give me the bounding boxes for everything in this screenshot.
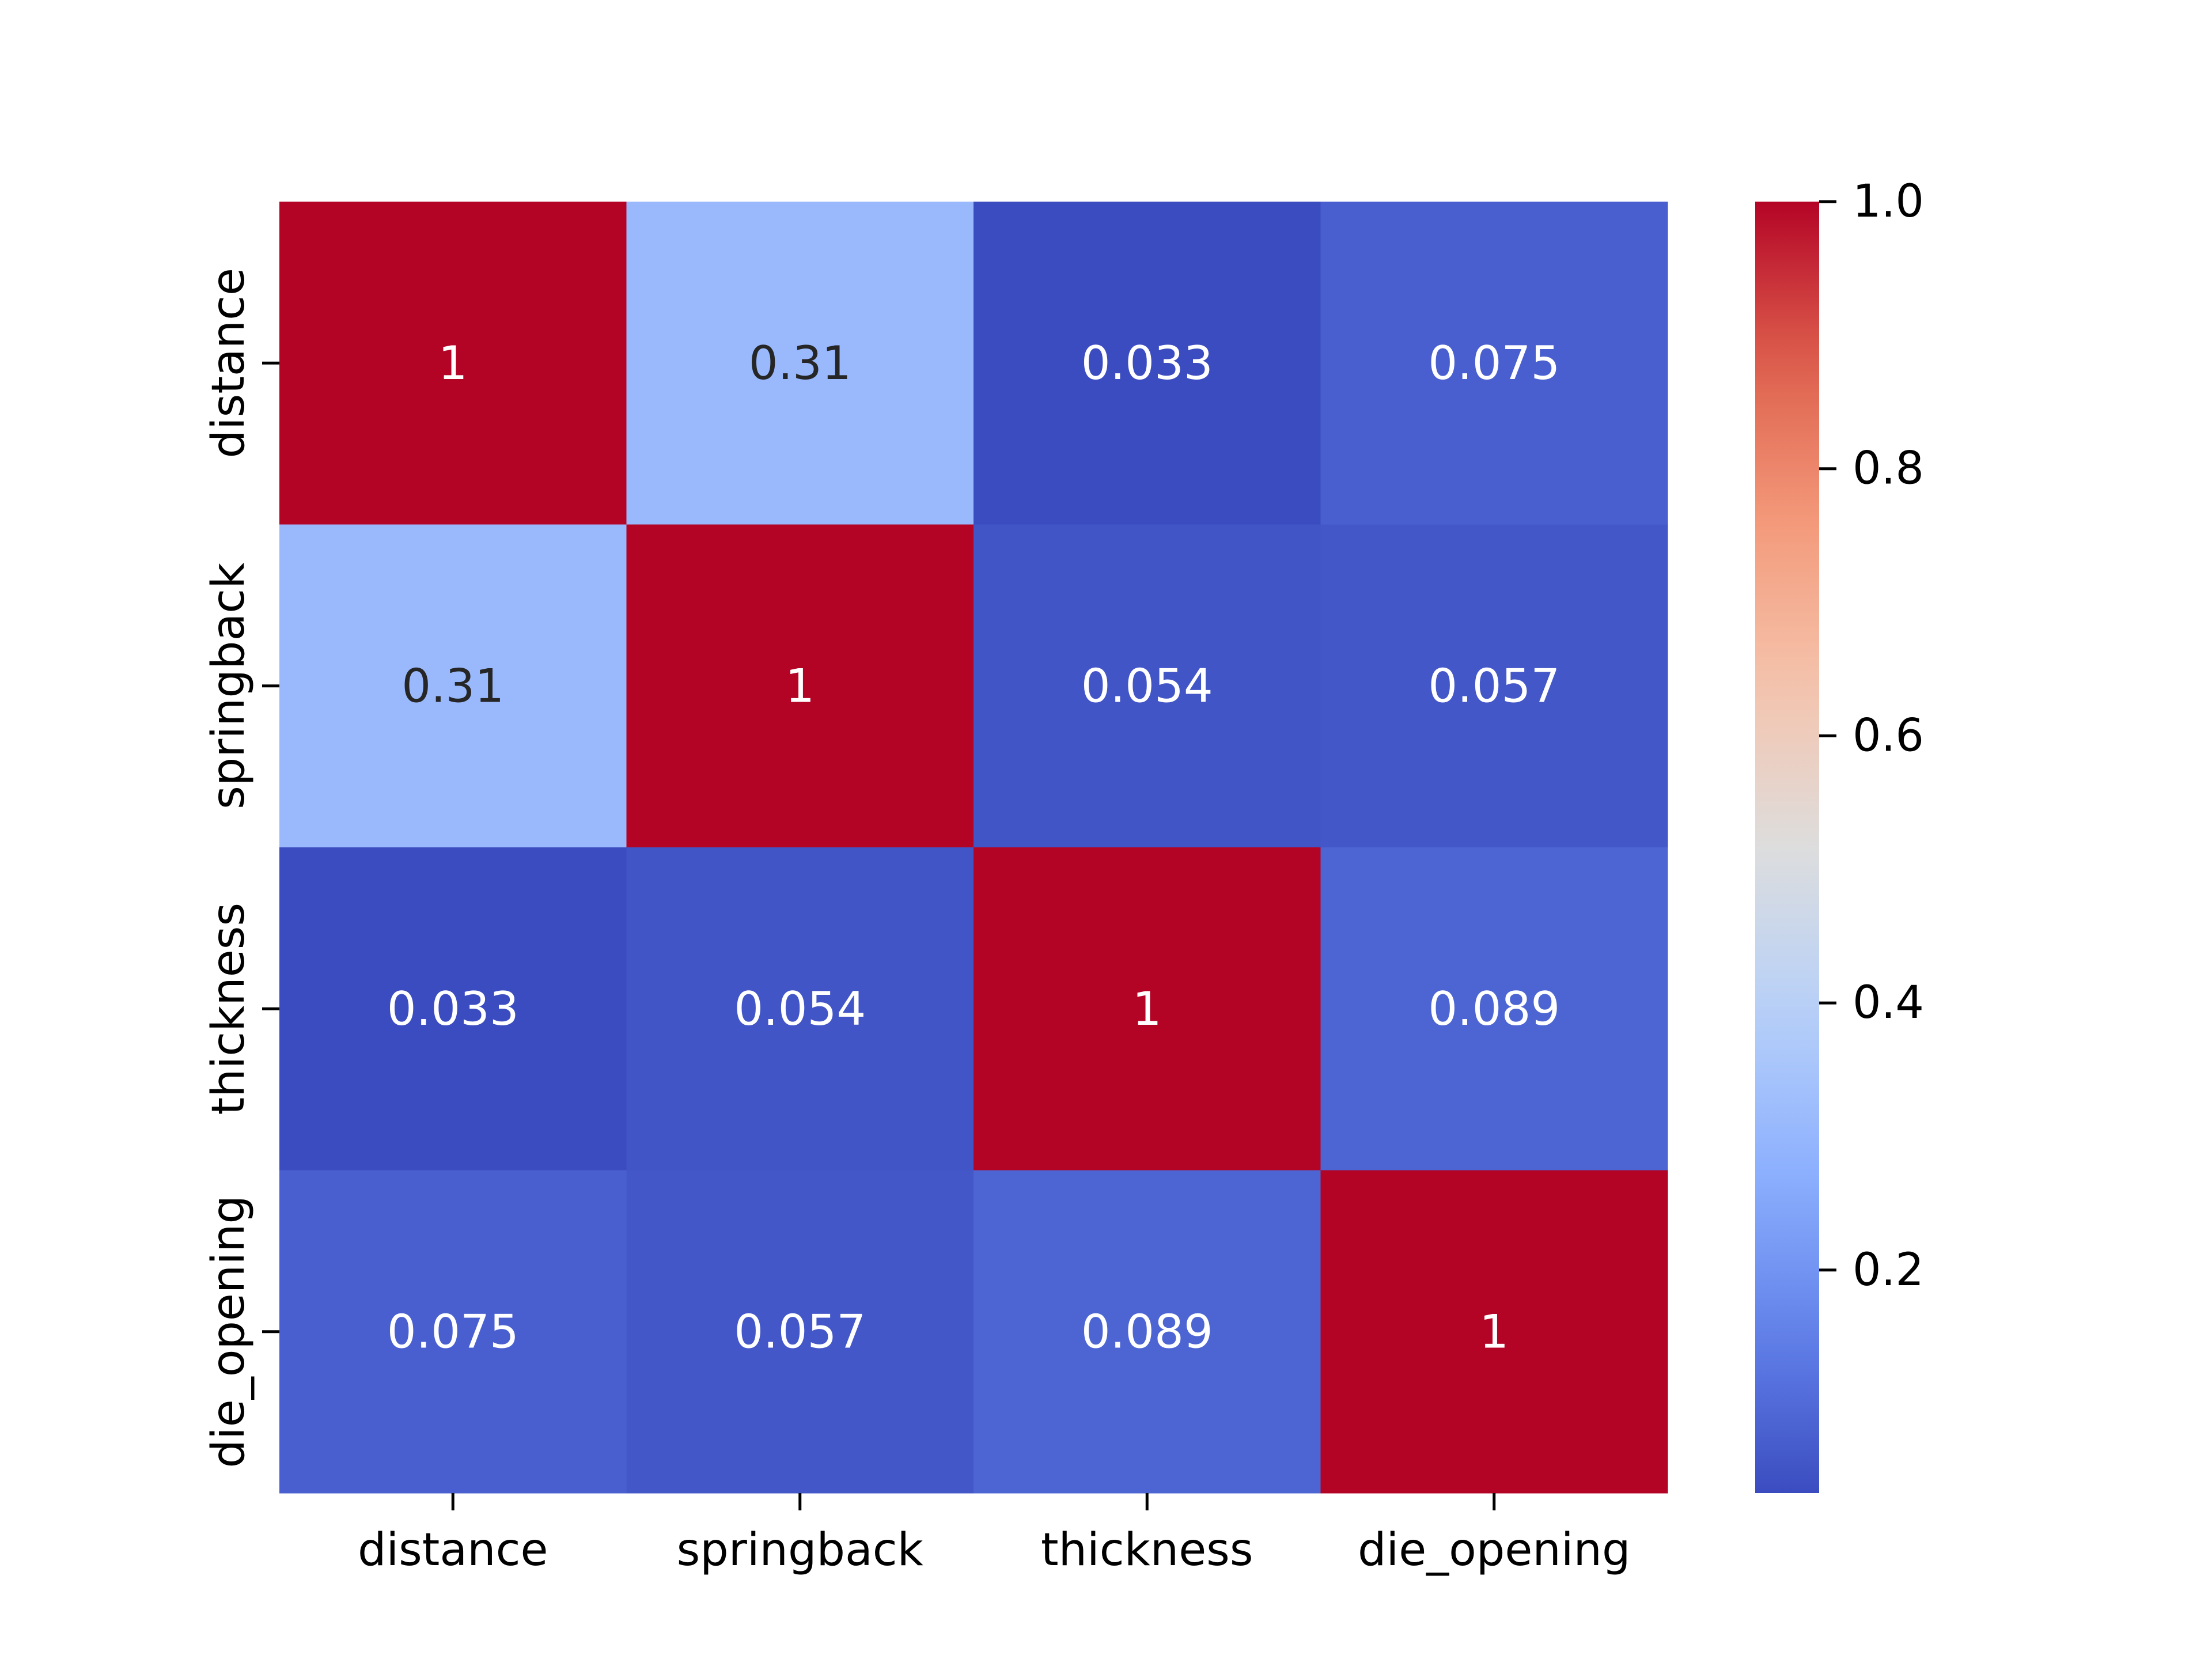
- cell-value-label: 0.31: [749, 336, 851, 390]
- cell-value-label: 0.054: [734, 982, 866, 1036]
- heatmap-cell-die_opening-die_opening: [1320, 1170, 1668, 1494]
- x-tick-label-thickness: thickness: [1041, 1524, 1253, 1576]
- x-axis: distance springback thickness die_opening: [358, 1493, 1630, 1576]
- colorbar-tick-label: 0.2: [1853, 1244, 1924, 1296]
- y-tick-label-die_opening: die_opening: [203, 1195, 255, 1468]
- colorbar-tick-label: 0.6: [1853, 710, 1924, 762]
- cell-value-label: 0.075: [387, 1305, 519, 1358]
- x-tick-label-distance: distance: [358, 1524, 548, 1576]
- heatmap-cell-springback-springback: [626, 524, 974, 848]
- cell-value-label: 1: [785, 659, 815, 713]
- cell-value-label: 0.31: [402, 659, 504, 713]
- y-axis: distance springback thickness die_opening: [203, 268, 279, 1468]
- cell-value-label: 1: [1479, 1305, 1509, 1358]
- heatmap-cell-distance-thickness: [974, 202, 1321, 525]
- cell-value-label: 0.089: [1428, 982, 1560, 1036]
- colorbar: 0.2 0.4 0.6 0.8 1.0: [1755, 176, 1924, 1493]
- heatmap-cells: 1 0.31 0.033 0.075 0.31 1 0.054 0.057 0.033 0.054…: [279, 202, 1668, 1494]
- cell-value-label: 0.033: [387, 982, 519, 1036]
- heatmap-cell-distance-springback: [626, 202, 974, 525]
- cell-value-label: 0.075: [1428, 336, 1560, 390]
- colorbar-tick-label: 0.4: [1853, 977, 1924, 1029]
- cell-value-label: 1: [438, 336, 468, 390]
- heatmap-cell-springback-distance: [279, 524, 627, 848]
- heatmap-cell-thickness-springback: [626, 847, 974, 1171]
- heatmap-cell-die_opening-springback: [626, 1170, 974, 1494]
- heatmap-cell-distance-die_opening: [1320, 202, 1668, 525]
- colorbar-gradient: [1755, 202, 1819, 1493]
- y-tick-label-distance: distance: [203, 268, 255, 459]
- y-tick-label-thickness: thickness: [203, 903, 255, 1115]
- heatmap-cell-thickness-die_opening: [1320, 847, 1668, 1171]
- cell-value-label: 1: [1132, 982, 1162, 1036]
- cell-value-label: 0.057: [734, 1305, 866, 1358]
- heatmap-cell-thickness-thickness: [974, 847, 1321, 1171]
- colorbar-tick-label: 0.8: [1853, 443, 1924, 495]
- heatmap-cell-die_opening-thickness: [974, 1170, 1321, 1494]
- heatmap-cell-thickness-distance: [279, 847, 627, 1171]
- cell-value-label: 0.054: [1081, 659, 1213, 713]
- heatmap-cell-springback-die_opening: [1320, 524, 1668, 848]
- cell-value-label: 0.057: [1428, 659, 1560, 713]
- x-tick-label-springback: springback: [677, 1524, 923, 1576]
- heatmap-cell-springback-thickness: [974, 524, 1321, 848]
- colorbar-tick-label: 1.0: [1853, 176, 1924, 228]
- heatmap-cell-distance-distance: [279, 202, 627, 525]
- y-tick-label-springback: springback: [203, 563, 255, 809]
- heatmap-cell-die_opening-distance: [279, 1170, 627, 1494]
- cell-value-label: 0.089: [1081, 1305, 1213, 1358]
- cell-value-label: 0.033: [1081, 336, 1213, 390]
- x-tick-label-die_opening: die_opening: [1358, 1524, 1630, 1576]
